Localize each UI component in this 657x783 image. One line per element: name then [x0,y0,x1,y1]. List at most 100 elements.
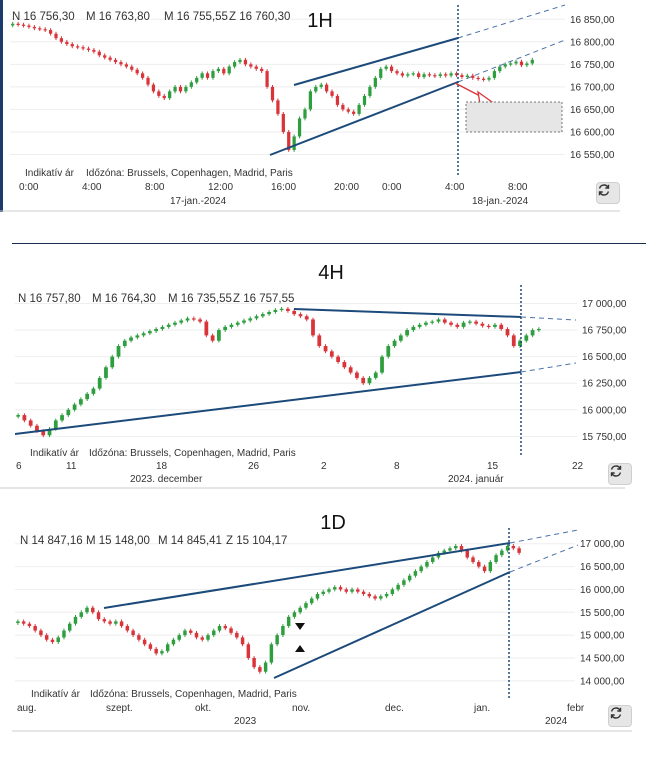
candle-body [436,319,441,322]
candle-body [223,326,228,331]
x-date-label: 17-jan.-2024 [170,196,227,207]
candle-body [308,91,313,110]
candle-body [357,104,361,114]
candle-body [27,623,32,626]
arrow-shaft [454,82,483,98]
x-tick: szept. [106,703,133,714]
x-tick: 6 [16,461,22,472]
trend-line-upper [103,542,511,609]
candle-body [488,562,493,572]
trend-line-lower [273,571,511,679]
x-tick: febr [567,703,585,714]
candle-body [217,626,222,631]
refresh-button-1d[interactable] [608,705,632,727]
candle-body [85,393,90,400]
candle-body [188,630,193,633]
candle-body [390,589,395,594]
candle-body [477,562,481,567]
candle-body [267,312,271,315]
candle-body [373,77,377,87]
candle-body [91,607,95,613]
y-tick: 16 600,00 [570,127,615,138]
candle-body [50,639,55,642]
candle-body [135,69,139,74]
refresh-icon [610,707,622,719]
candle-body [480,323,485,326]
x-date-label: 2024 [545,716,568,727]
candle-body [76,46,80,48]
candle-body [238,59,242,63]
candle-body [32,26,36,29]
candle-body [27,25,31,27]
candle-body [217,330,221,341]
y-tick: 16 000,00 [580,585,625,596]
candle-body [329,351,334,357]
candle-body [405,330,409,336]
x-tick: 12:00 [208,182,233,193]
trend-projection-lower [520,362,577,373]
candle-body [396,584,400,590]
gap-marker-bottom [295,645,305,652]
candle-body [166,324,171,327]
candle-body [41,431,46,436]
candle-body [65,41,69,45]
candle-body [135,335,140,338]
chart-panel-1h: 1H N 16 756,30 M 16 763,80 M 16 755,55 Z… [0,0,657,215]
refresh-button-4h[interactable] [608,463,632,485]
candle-body [487,77,491,80]
candle-body [265,71,269,87]
trend-projection-lower [457,39,566,83]
candle-body [492,71,497,78]
y-tick: 16 250,00 [582,379,627,390]
candle-body [91,388,96,394]
candle-body [246,644,251,658]
candle-body [33,626,37,631]
candle-body [442,319,447,323]
candle-body [129,337,133,341]
candle-body [287,131,291,150]
candle-body [96,612,101,620]
candle-body [211,71,215,78]
candle-body [286,308,290,311]
candle-body [518,340,522,347]
candle-body [442,550,446,553]
candle-body [157,91,161,96]
candle-body [395,71,399,74]
candle-body [216,68,220,72]
candle-body [494,555,498,562]
candle-body [102,619,107,622]
candle-body [449,73,453,76]
refresh-button-1h[interactable] [596,182,620,204]
candle-body [16,621,20,624]
candle-body [254,66,258,69]
candle-body [517,548,521,553]
candle-body [60,415,64,421]
y-tick: 15 000,00 [580,631,625,642]
legend-indicator: Indikatív ár [31,689,81,700]
candle-body [444,74,448,76]
candle-body [361,591,366,594]
y-tick: 16 700,00 [570,82,615,93]
candle-body [43,29,47,31]
candle-body [514,61,518,64]
candle-body [389,66,394,72]
candle-body [368,86,372,96]
candle-body [430,321,435,323]
candle-body [350,589,354,592]
candle-body [419,566,423,572]
x-tick: 8 [394,461,400,472]
candle-body [281,626,285,636]
candle-body [11,23,15,26]
candle-body [178,86,183,92]
ohlc-high: M 15 148,00 [86,535,150,547]
y-tick: 17 000,00 [582,299,627,310]
candle-body [379,596,383,599]
candle-body [422,74,426,77]
candle-body [346,109,350,112]
ohlc-low: M 16 735,55 [168,293,232,305]
candle-body [108,57,112,60]
candle-body [402,580,406,585]
candle-body [380,356,384,373]
chart-1h-svg: 1H N 16 756,30 M 16 763,80 M 16 755,55 Z… [0,0,620,212]
legend-timezone: Időzóna: Brussels, Copenhagen, Madrid, P… [90,689,297,700]
